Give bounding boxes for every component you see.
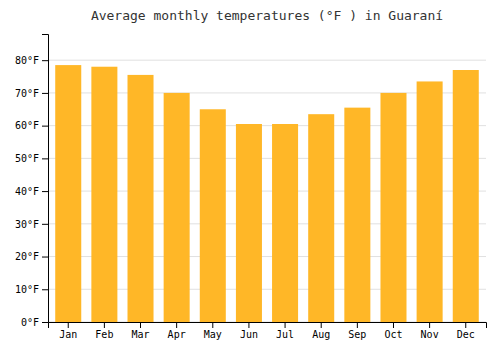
y-tick: 60°F xyxy=(15,120,48,131)
bar xyxy=(417,81,443,322)
y-tick: 80°F xyxy=(15,55,48,66)
grid xyxy=(48,60,486,322)
x-tick-mark xyxy=(321,322,322,328)
bar xyxy=(200,109,226,322)
bar xyxy=(164,93,190,322)
y-tick-label: 50°F xyxy=(15,153,39,164)
bars xyxy=(55,65,479,322)
y-tick: 0°F xyxy=(21,317,48,328)
y-tick-mark xyxy=(42,289,48,290)
x-tick: Mar xyxy=(131,322,149,340)
x-tick-label: Mar xyxy=(131,329,149,340)
y-tick-label: 30°F xyxy=(15,219,39,230)
x-tick-mark xyxy=(393,322,394,328)
x-axis-line xyxy=(49,323,487,329)
y-tick: 70°F xyxy=(15,88,48,99)
title: Average monthly temperatures (°F ) in Gu… xyxy=(91,8,443,23)
y-tick: 20°F xyxy=(15,251,48,262)
y-tick-label: 70°F xyxy=(15,88,39,99)
y-tick-mark xyxy=(42,158,48,159)
y-tick-mark xyxy=(42,257,48,258)
x-tick-label: Feb xyxy=(95,329,113,340)
x-tick-label: Sep xyxy=(348,329,366,340)
bar xyxy=(272,124,298,322)
y-tick-label: 10°F xyxy=(15,284,39,295)
y-tick: 30°F xyxy=(15,219,48,230)
y-tick-label: 80°F xyxy=(15,55,39,66)
bar xyxy=(236,124,262,322)
chart: 0°F 10°F 20°F 30°F 40°F 50°F 60°F 70°F 80°F Jan Fe… xyxy=(0,0,500,350)
y-tick-mark xyxy=(42,93,48,94)
x-tick-label: Nov xyxy=(421,329,439,340)
y-tick-label: 0°F xyxy=(21,317,39,328)
y-tick-mark xyxy=(42,322,48,323)
x-tick: Oct xyxy=(384,322,402,340)
y-tick-label: 60°F xyxy=(15,120,39,131)
x-tick: Aug xyxy=(312,322,330,340)
x-tick: Nov xyxy=(421,322,439,340)
x-tick: Jul xyxy=(276,322,294,340)
x-tick: Apr xyxy=(168,322,186,340)
y-axis-line xyxy=(42,35,49,323)
x-tick: Jan xyxy=(59,322,77,340)
bar xyxy=(453,70,479,322)
x-tick-label: Jun xyxy=(240,329,258,340)
x-tick-mark xyxy=(429,322,430,328)
bar xyxy=(308,114,334,322)
x-tick-mark xyxy=(248,322,249,328)
y-tick-mark xyxy=(42,126,48,127)
plot: 0°F 10°F 20°F 30°F 40°F 50°F 60°F 70°F 80°F Jan Fe… xyxy=(15,35,487,341)
x-tick-mark xyxy=(176,322,177,328)
x-tick-label: Dec xyxy=(457,329,475,340)
x-tick: Jun xyxy=(240,322,258,340)
y-tick-mark xyxy=(42,191,48,192)
x-tick-label: Aug xyxy=(312,329,330,340)
y-tick-mark xyxy=(42,224,48,225)
y-axis: 0°F 10°F 20°F 30°F 40°F 50°F 60°F 70°F 80°F xyxy=(15,35,49,328)
grid-line xyxy=(48,60,486,61)
y-tick: 40°F xyxy=(15,186,48,197)
x-tick-label: Apr xyxy=(168,329,186,340)
y-tick-label: 20°F xyxy=(15,251,39,262)
x-tick-mark xyxy=(285,322,286,328)
x-tick-mark xyxy=(357,322,358,328)
x-tick: May xyxy=(204,322,222,340)
y-tick: 50°F xyxy=(15,153,48,164)
x-tick: Sep xyxy=(348,322,366,340)
bar xyxy=(344,108,370,322)
x-tick-mark xyxy=(140,322,141,328)
x-tick-label: Jul xyxy=(276,329,294,340)
x-tick-mark xyxy=(465,322,466,328)
y-tick-label: 40°F xyxy=(15,186,39,197)
x-tick-label: Oct xyxy=(384,329,402,340)
bar xyxy=(91,67,117,322)
bar xyxy=(380,93,406,322)
x-tick-mark xyxy=(104,322,105,328)
x-tick-label: Jan xyxy=(59,329,77,340)
bar xyxy=(128,75,154,322)
x-tick: Dec xyxy=(457,322,475,340)
x-tick-mark xyxy=(212,322,213,328)
x-tick-mark xyxy=(68,322,69,328)
y-tick-mark xyxy=(42,60,48,61)
y-tick: 10°F xyxy=(15,284,48,295)
bar xyxy=(55,65,81,322)
x-tick-label: May xyxy=(204,329,222,340)
x-axis: Jan Feb Mar Apr May Jun Jul Aug Sep Oct Nov Dec xyxy=(49,322,487,340)
x-tick: Feb xyxy=(95,322,113,340)
